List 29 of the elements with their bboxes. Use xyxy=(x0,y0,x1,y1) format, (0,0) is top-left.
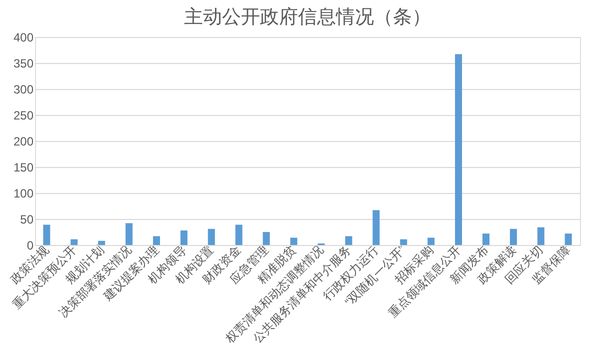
y-tick-label: 100 xyxy=(13,186,34,200)
bar xyxy=(564,234,572,245)
bar xyxy=(98,240,106,245)
y-tick-label: 400 xyxy=(13,30,34,44)
chart-title: 主动公开政府信息情况（条） xyxy=(184,6,431,28)
bar xyxy=(290,238,298,245)
bar xyxy=(345,236,352,245)
bar xyxy=(235,224,242,245)
bar xyxy=(262,232,270,245)
y-tick-label: 200 xyxy=(13,134,34,148)
y-tick-label: 300 xyxy=(13,82,34,96)
bar xyxy=(372,210,380,245)
bar xyxy=(208,228,215,245)
y-tick-label: 0 xyxy=(26,238,34,252)
bar xyxy=(43,224,50,245)
y-tick-label: 350 xyxy=(13,56,34,70)
y-tick-label: 150 xyxy=(13,160,34,174)
bar xyxy=(400,239,408,245)
bar xyxy=(428,238,435,245)
bar xyxy=(510,228,517,245)
bar xyxy=(455,54,462,245)
bar xyxy=(537,227,544,245)
y-tick-label: 250 xyxy=(13,108,34,122)
y-tick-label: 50 xyxy=(20,212,34,226)
bar xyxy=(180,230,188,245)
bar xyxy=(70,239,78,245)
bar xyxy=(482,234,490,245)
bar xyxy=(152,236,160,245)
bar xyxy=(126,223,133,245)
